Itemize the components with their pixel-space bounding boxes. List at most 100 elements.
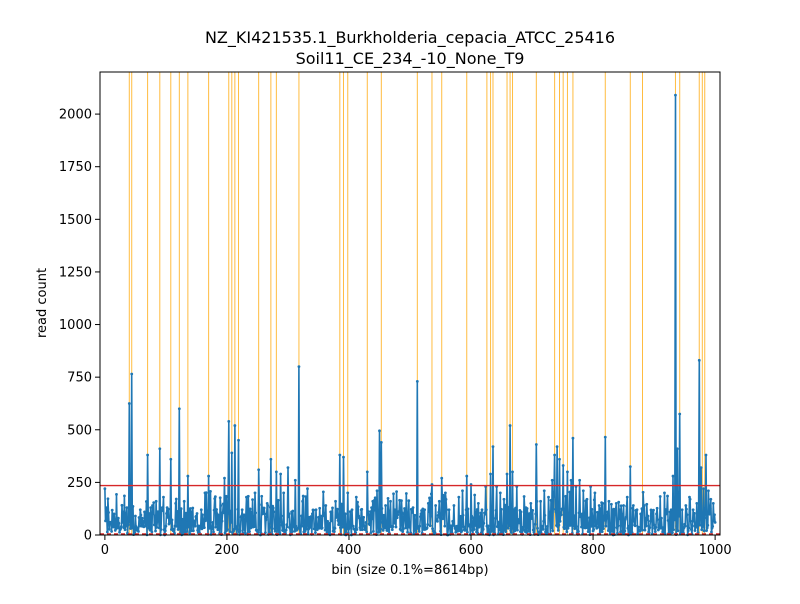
data-point xyxy=(411,511,414,514)
data-point xyxy=(314,531,317,535)
plot-area: 0 200 400 600 800 1000 0 250 500 750 1000 1250 1500 1… xyxy=(59,71,732,558)
data-point xyxy=(361,521,365,525)
data-point xyxy=(447,508,451,512)
data-point xyxy=(656,518,660,522)
data-point xyxy=(369,531,373,535)
data-point xyxy=(195,514,198,518)
data-point xyxy=(297,365,301,369)
data-point xyxy=(691,508,695,512)
data-point xyxy=(388,509,392,513)
data-point xyxy=(106,497,110,501)
data-point xyxy=(395,490,398,494)
data-point xyxy=(324,525,328,529)
data-point xyxy=(494,516,497,520)
data-point xyxy=(346,491,350,495)
data-point xyxy=(542,519,546,523)
data-point xyxy=(602,527,605,531)
data-point xyxy=(491,445,495,449)
data-point xyxy=(571,436,575,440)
data-point xyxy=(380,507,384,510)
data-point xyxy=(588,516,591,520)
data-point xyxy=(299,514,303,518)
data-point xyxy=(257,503,261,507)
data-point xyxy=(253,491,257,495)
data-point xyxy=(443,491,447,495)
data-point xyxy=(605,513,608,517)
data-point xyxy=(216,528,220,532)
data-point xyxy=(639,512,643,516)
data-point xyxy=(558,457,561,461)
data-point xyxy=(391,525,395,528)
data-point xyxy=(335,507,339,511)
data-point xyxy=(317,515,320,519)
data-point xyxy=(533,522,537,526)
data-point xyxy=(358,526,362,530)
data-point xyxy=(649,519,652,523)
data-point xyxy=(693,529,697,532)
data-point xyxy=(500,507,503,511)
data-point xyxy=(423,508,427,512)
data-point xyxy=(488,531,492,535)
data-point xyxy=(426,502,430,505)
y-tick-label: 1500 xyxy=(59,213,92,228)
data-point xyxy=(260,494,264,498)
data-point xyxy=(603,435,607,439)
data-point xyxy=(664,512,668,516)
data-point xyxy=(436,514,440,517)
data-point xyxy=(168,516,172,520)
data-point xyxy=(525,507,529,510)
data-point xyxy=(564,494,568,498)
data-point xyxy=(144,500,148,503)
data-point xyxy=(278,532,282,535)
x-tick-label: 600 xyxy=(459,543,484,558)
data-point xyxy=(237,438,240,442)
data-point xyxy=(288,526,292,530)
data-point xyxy=(618,508,622,512)
data-point xyxy=(378,429,381,433)
data-point xyxy=(166,515,170,519)
data-point xyxy=(227,419,231,423)
data-point xyxy=(164,524,168,528)
data-point xyxy=(218,496,222,500)
data-point xyxy=(542,489,546,493)
data-point xyxy=(413,513,417,517)
data-point xyxy=(575,525,578,528)
data-point xyxy=(646,514,650,518)
data-point xyxy=(586,524,589,527)
data-point xyxy=(323,511,326,515)
data-point xyxy=(338,453,342,457)
data-point xyxy=(408,525,412,528)
data-point xyxy=(677,514,681,518)
data-point xyxy=(607,499,611,503)
x-tick-label: 400 xyxy=(337,543,362,558)
data-point xyxy=(403,507,406,510)
data-point xyxy=(602,514,606,518)
data-point xyxy=(154,529,157,533)
data-point xyxy=(702,487,705,491)
data-point xyxy=(677,490,680,494)
data-point xyxy=(318,506,322,510)
data-point xyxy=(133,514,137,518)
data-point xyxy=(148,512,151,515)
data-point xyxy=(482,521,486,525)
data-point xyxy=(366,510,370,513)
data-point xyxy=(652,523,656,527)
data-point xyxy=(230,451,234,455)
data-point xyxy=(580,525,583,529)
data-point xyxy=(392,492,395,496)
data-point xyxy=(364,520,368,524)
data-point xyxy=(121,520,124,524)
data-point xyxy=(483,512,487,516)
data-point xyxy=(141,519,145,523)
data-point xyxy=(215,508,218,511)
data-point xyxy=(587,527,591,531)
data-point xyxy=(555,445,559,449)
data-point xyxy=(663,532,667,536)
data-point xyxy=(504,530,508,534)
data-point xyxy=(180,517,184,521)
data-point xyxy=(620,512,624,516)
data-point xyxy=(520,530,524,534)
data-point xyxy=(617,500,621,504)
data-point xyxy=(675,524,679,528)
